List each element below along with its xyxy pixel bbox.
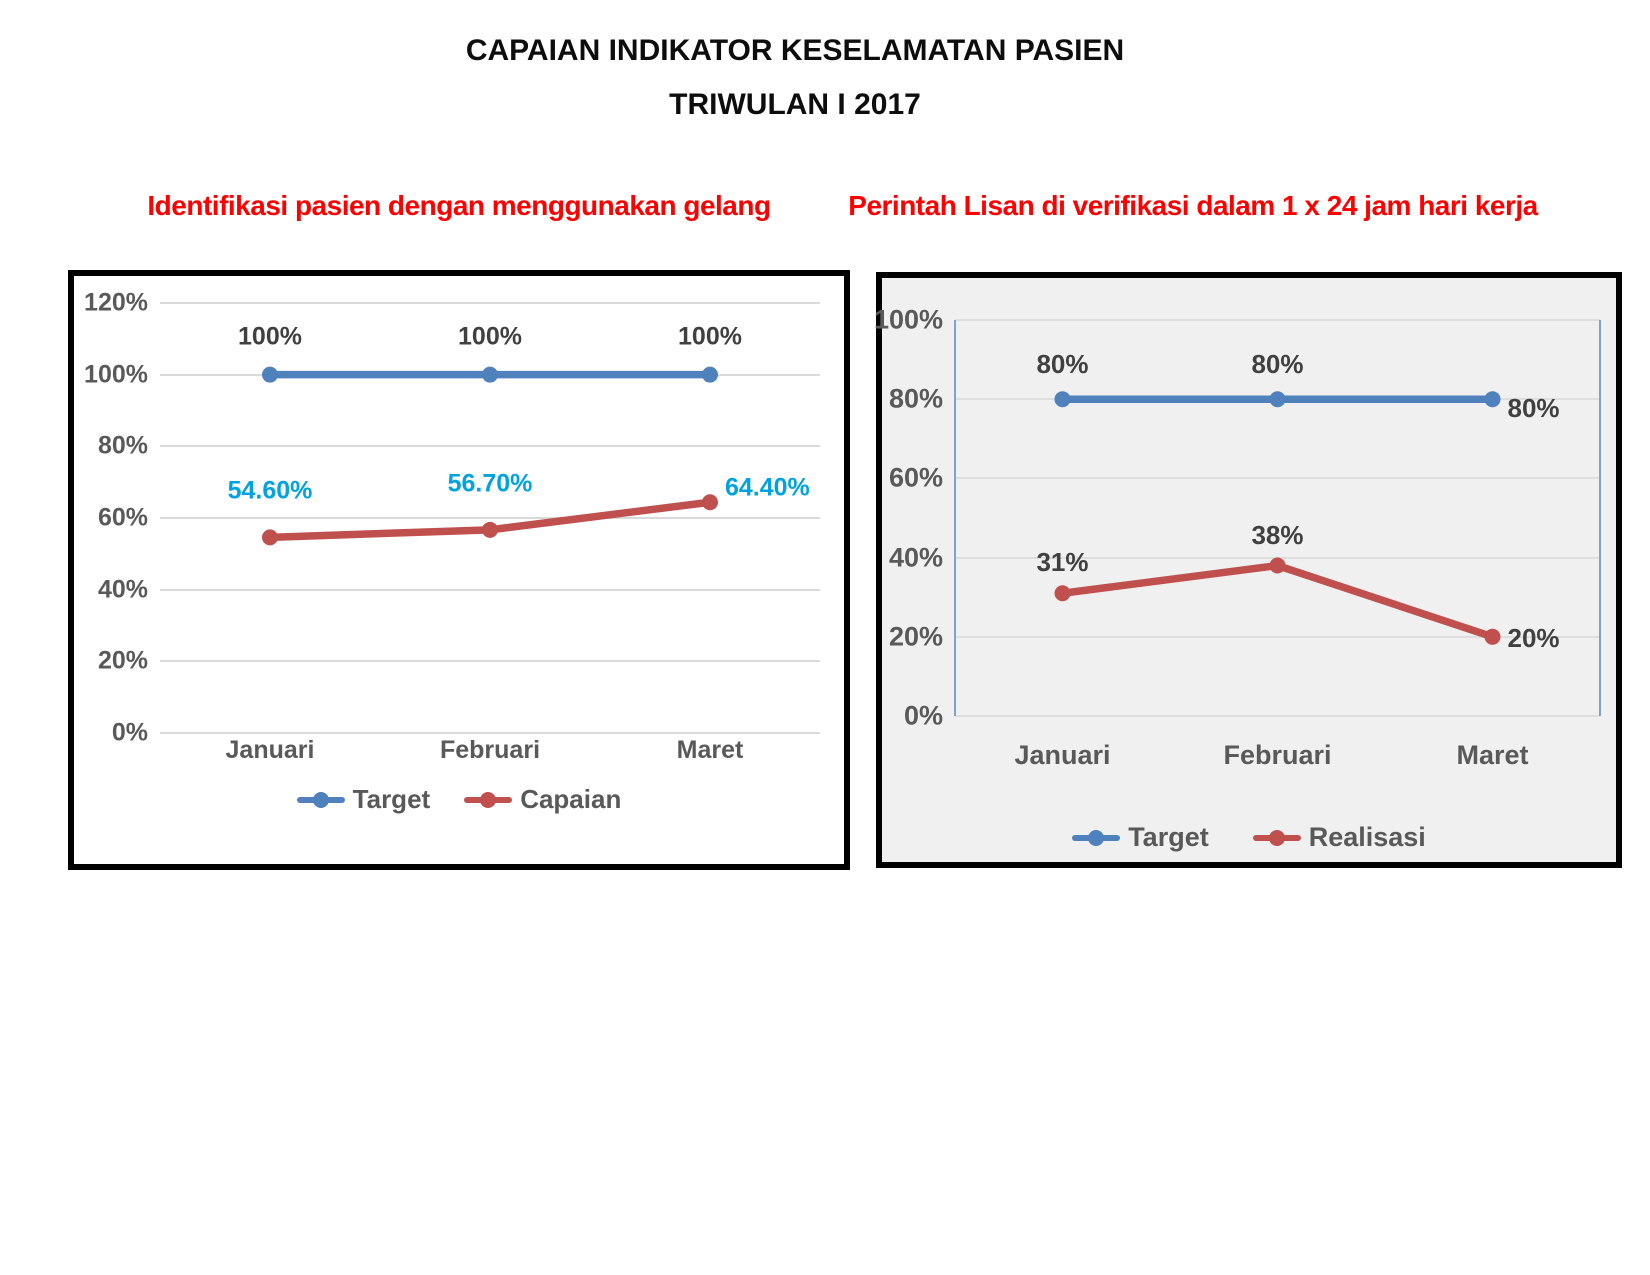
chart-identifikasi-pasien: 0% 20% 40% 60% 80% 100% 120% 100% 100% 100% 54.60%… <box>68 270 850 870</box>
y-axis-label: 100% <box>84 360 148 389</box>
data-point-marker <box>482 521 498 538</box>
chart1-title: Identifikasi pasien dengan menggunakan g… <box>147 190 771 221</box>
legend-label: Target <box>1128 822 1209 852</box>
y-axis-label: 20% <box>97 646 148 675</box>
y-axis-label: 0% <box>111 718 148 747</box>
data-point-marker <box>1269 391 1286 408</box>
data-point-marker <box>1269 557 1286 574</box>
data-point-marker <box>1484 391 1501 408</box>
data-point-marker <box>702 366 718 383</box>
legend-dot <box>312 791 329 808</box>
gridline <box>955 635 1600 638</box>
y-axis-label: 20% <box>888 621 943 652</box>
y-axis-label: 100% <box>873 304 943 335</box>
gridline <box>160 732 820 734</box>
y-axis-label: 40% <box>97 575 148 604</box>
data-point-marker <box>702 494 718 511</box>
x-axis-label: Februari <box>439 736 541 764</box>
legend-marker-icon <box>464 791 513 808</box>
legend-label: Capaian <box>520 784 622 814</box>
vertical-axis-line <box>1599 320 1601 716</box>
data-label: 100% <box>458 322 522 351</box>
gridline <box>160 302 820 304</box>
data-label: 80% <box>1036 349 1089 380</box>
data-label: 31% <box>1036 547 1089 578</box>
legend-dot <box>1268 829 1285 846</box>
data-label: 54.60% <box>227 476 313 505</box>
plot-area <box>1054 391 1501 645</box>
legend-item-target: Target <box>296 784 431 815</box>
gridline <box>160 588 820 591</box>
gridline <box>955 477 1600 480</box>
legend-dot <box>480 791 497 808</box>
y-axis-label: 60% <box>888 462 943 493</box>
gridline <box>955 319 1600 321</box>
x-axis-label: Maret <box>676 736 744 764</box>
x-axis-label: Februari <box>1223 740 1332 770</box>
legend-item-realisasi: Realisasi <box>1252 822 1426 853</box>
data-label: 100% <box>238 322 302 351</box>
data-label: 20% <box>1507 622 1560 653</box>
data-point-marker <box>1054 391 1071 408</box>
data-point-marker <box>262 529 278 546</box>
chart2-title: Perintah Lisan di verifikasi dalam 1 x 2… <box>848 190 1538 221</box>
gridline <box>160 445 820 448</box>
x-axis-label: Maret <box>1456 740 1529 770</box>
legend-marker-icon <box>296 791 345 808</box>
y-axis-label: 0% <box>903 700 943 731</box>
legend-dot <box>1088 829 1105 846</box>
page-title: CAPAIAN INDIKATOR KESELAMATAN PASIEN <box>465 34 1125 67</box>
legend: Target Capaian <box>74 784 844 815</box>
legend-marker-icon <box>1072 829 1121 846</box>
y-axis-label: 80% <box>888 383 943 414</box>
x-axis-label: Januari <box>225 736 315 764</box>
legend-label: Target <box>352 784 431 814</box>
legend-item-capaian: Capaian <box>464 784 621 815</box>
y-axis-label: 40% <box>888 542 943 573</box>
data-point-marker <box>482 366 498 383</box>
y-axis-label: 60% <box>97 503 148 532</box>
plot-area <box>262 366 718 546</box>
y-axis-label: 120% <box>84 288 148 317</box>
series-line-realisasi <box>1058 561 1497 641</box>
gridline <box>160 660 820 663</box>
legend-marker-icon <box>1252 829 1301 846</box>
data-point-marker <box>262 366 278 383</box>
data-label: 38% <box>1251 519 1304 550</box>
page-subtitle: TRIWULAN I 2017 <box>669 88 921 121</box>
data-point-marker <box>1484 628 1501 645</box>
data-label: 80% <box>1507 393 1560 424</box>
chart-perintah-lisan: 0% 20% 40% 60% 80% 100% 80% 80% 80% 31% 38% 20% Janu… <box>873 272 1622 868</box>
data-label: 64.40% <box>725 473 810 502</box>
data-label: 100% <box>678 322 742 351</box>
legend-label: Realisasi <box>1308 822 1426 852</box>
legend-item-target: Target <box>1072 822 1209 853</box>
data-point-marker <box>1054 585 1071 602</box>
gridline <box>160 517 820 519</box>
vertical-axis-line <box>954 320 956 716</box>
legend: Target Realisasi <box>882 822 1616 853</box>
data-label: 56.70% <box>447 469 533 498</box>
x-axis-label: Januari <box>1014 740 1111 770</box>
data-label: 80% <box>1251 349 1304 380</box>
gridline <box>955 715 1600 717</box>
y-axis-label: 80% <box>97 431 148 460</box>
